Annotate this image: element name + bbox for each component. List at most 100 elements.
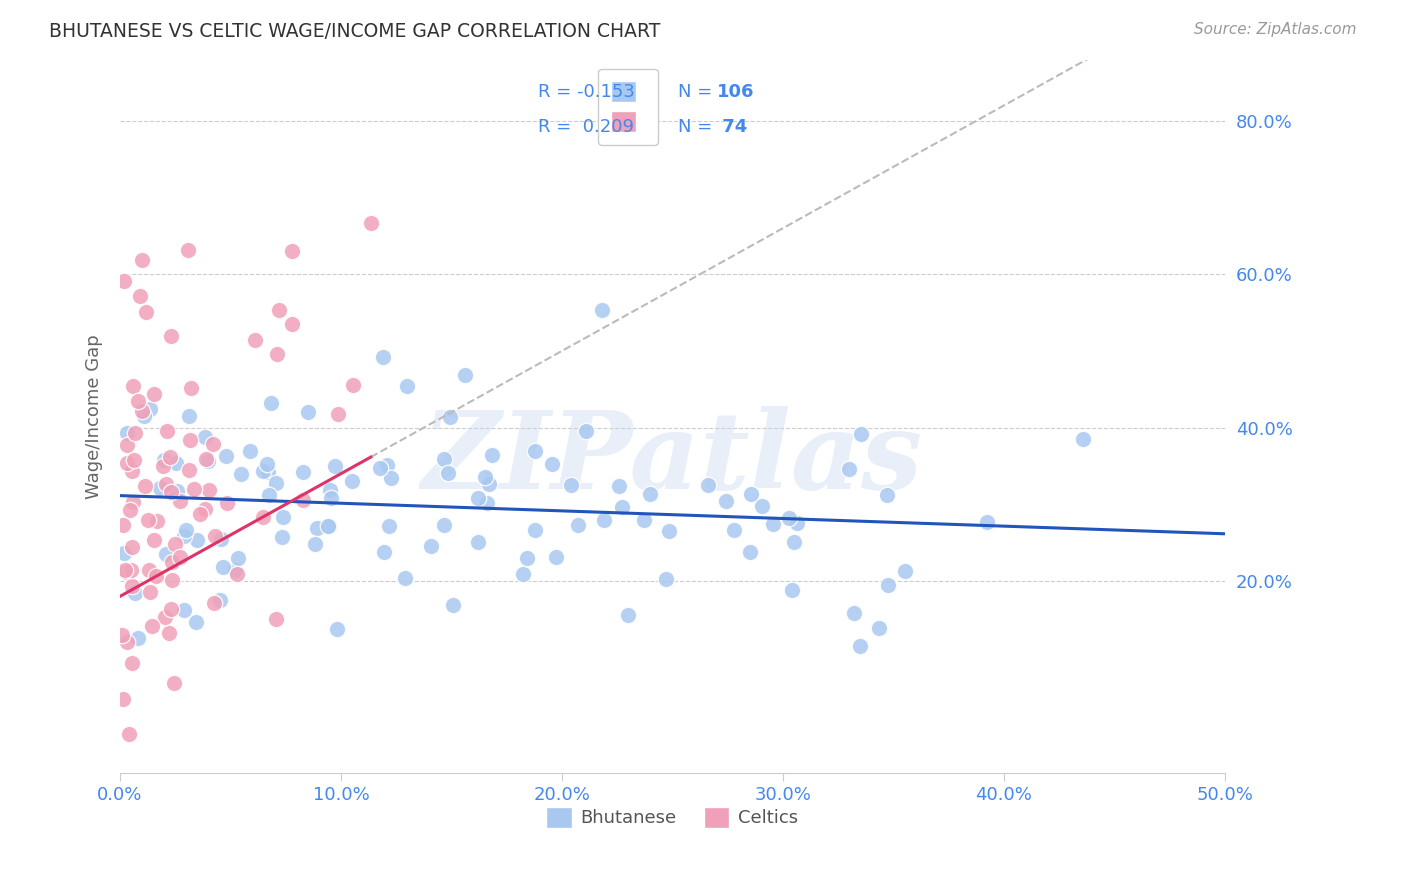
- Point: [177, 243, 200, 257]
- Point: [174, 524, 197, 538]
- Point: [751, 499, 773, 513]
- Point: [179, 433, 201, 447]
- Point: [173, 529, 195, 543]
- Point: [849, 639, 872, 653]
- Point: [323, 459, 346, 474]
- Point: [264, 476, 287, 491]
- Point: [143, 387, 166, 401]
- Point: [156, 424, 179, 438]
- Point: [152, 459, 174, 474]
- Point: [342, 377, 364, 392]
- Point: [131, 404, 153, 418]
- Point: [145, 514, 167, 528]
- Point: [976, 516, 998, 530]
- Point: [478, 476, 501, 491]
- Point: [112, 546, 135, 560]
- Point: [638, 487, 661, 501]
- Point: [173, 603, 195, 617]
- Point: [132, 409, 155, 423]
- Point: [607, 479, 630, 493]
- Point: [377, 519, 399, 533]
- Point: [114, 563, 136, 577]
- Point: [208, 593, 231, 607]
- Point: [165, 537, 187, 551]
- Point: [215, 495, 238, 509]
- Point: [194, 430, 217, 444]
- Point: [155, 547, 177, 561]
- Point: [155, 610, 177, 624]
- Point: [575, 424, 598, 438]
- Point: [373, 545, 395, 559]
- Point: [292, 466, 315, 480]
- Point: [149, 481, 172, 495]
- Point: [184, 615, 207, 630]
- Point: [740, 544, 762, 558]
- Legend: Bhutanese, Celtics: Bhutanese, Celtics: [538, 800, 806, 835]
- Point: [162, 573, 184, 587]
- Point: [291, 493, 314, 508]
- Text: 106: 106: [717, 83, 754, 101]
- Point: [252, 464, 274, 478]
- Point: [877, 578, 900, 592]
- Point: [256, 465, 278, 479]
- Point: [321, 491, 343, 505]
- Point: [316, 519, 339, 533]
- Point: [524, 523, 547, 537]
- Point: [894, 564, 917, 578]
- Point: [243, 334, 266, 348]
- Point: [134, 479, 156, 493]
- Point: [118, 503, 141, 517]
- Point: [340, 474, 363, 488]
- Point: [194, 452, 217, 467]
- Point: [512, 566, 534, 581]
- Point: [326, 622, 349, 636]
- Point: [297, 405, 319, 419]
- Point: [481, 448, 503, 462]
- Point: [112, 518, 135, 533]
- Point: [211, 560, 233, 574]
- Point: [239, 444, 262, 458]
- Point: [224, 563, 246, 577]
- Point: [256, 457, 278, 471]
- Point: [204, 528, 226, 542]
- Point: [516, 551, 538, 566]
- Point: [165, 456, 187, 470]
- Text: R = -0.153: R = -0.153: [537, 83, 634, 101]
- Point: [197, 483, 219, 498]
- Point: [188, 507, 211, 521]
- Text: 74: 74: [717, 119, 748, 136]
- Point: [467, 535, 489, 549]
- Point: [655, 572, 678, 586]
- Point: [127, 394, 149, 409]
- Point: [121, 657, 143, 671]
- Point: [153, 452, 176, 467]
- Point: [138, 513, 160, 527]
- Point: [186, 533, 208, 547]
- Point: [138, 402, 160, 417]
- Point: [380, 470, 402, 484]
- Point: [360, 216, 382, 230]
- Point: [177, 462, 200, 476]
- Point: [120, 563, 142, 577]
- Point: [131, 252, 153, 267]
- Point: [454, 368, 477, 383]
- Point: [122, 379, 145, 393]
- Point: [304, 536, 326, 550]
- Point: [228, 550, 250, 565]
- Point: [139, 585, 162, 599]
- Point: [163, 676, 186, 690]
- Point: [115, 565, 138, 579]
- Point: [762, 516, 785, 531]
- Point: [111, 692, 134, 706]
- Point: [523, 444, 546, 458]
- Point: [201, 437, 224, 451]
- Point: [128, 289, 150, 303]
- Point: [124, 426, 146, 441]
- Text: N =: N =: [678, 83, 718, 101]
- Point: [155, 477, 177, 491]
- Point: [138, 563, 160, 577]
- Point: [118, 727, 141, 741]
- Point: [252, 509, 274, 524]
- Point: [115, 438, 138, 452]
- Point: [111, 628, 134, 642]
